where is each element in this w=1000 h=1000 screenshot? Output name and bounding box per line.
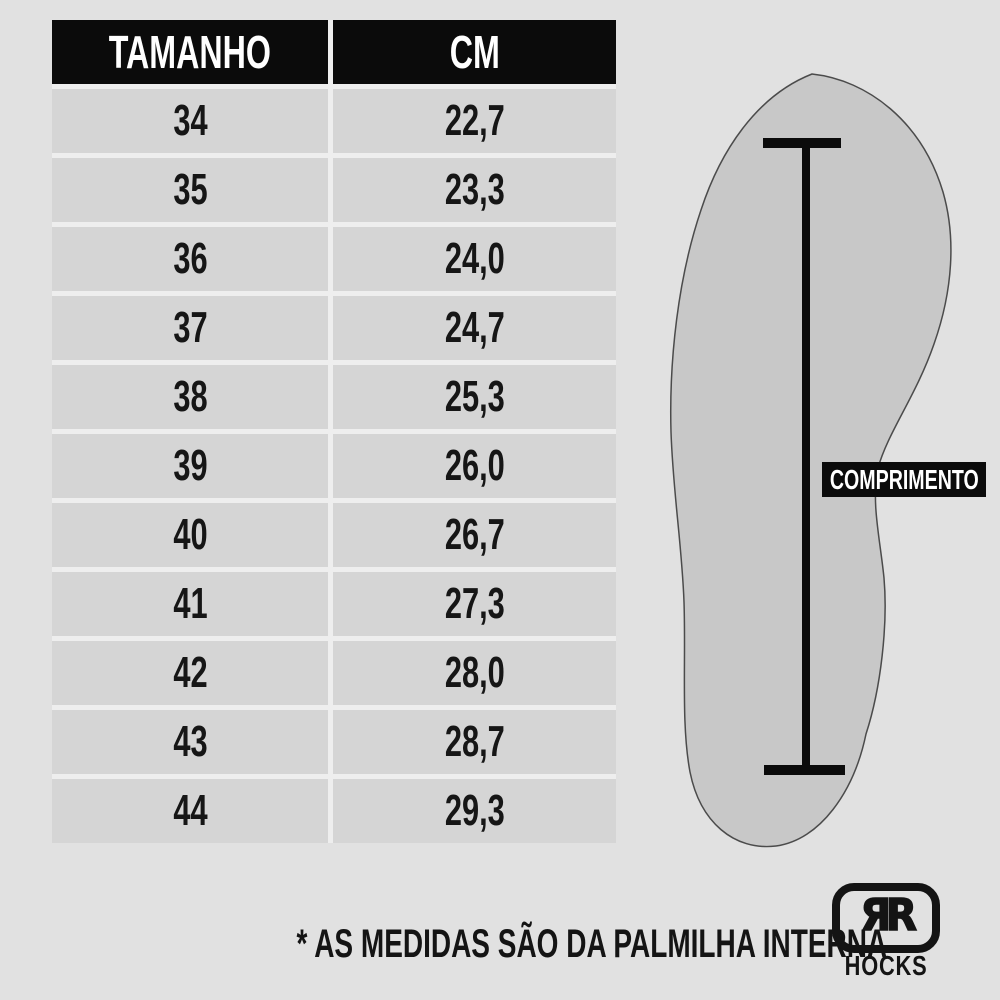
- cell-value: 43: [172, 717, 208, 766]
- table-cell-size: 40: [52, 503, 328, 567]
- table-cell-cm: 28,0: [333, 641, 616, 705]
- brand-name: HOCKS: [826, 950, 946, 982]
- table-cell-size: 43: [52, 710, 328, 774]
- table-cell-cm: 29,3: [333, 779, 616, 843]
- comprimento-label-text: COMPRIMENTO: [829, 463, 979, 495]
- cell-value: 34: [172, 96, 208, 145]
- table-cell-cm: 26,0: [333, 434, 616, 498]
- cell-value: 42: [172, 648, 208, 697]
- table-cell-size: 41: [52, 572, 328, 636]
- footnote-text: * AS MEDIDAS SÃO DA PALMILHA INTERNA: [296, 922, 888, 966]
- cell-value: 29,3: [444, 786, 505, 835]
- footnote: * AS MEDIDAS SÃO DA PALMILHA INTERNA: [170, 922, 888, 967]
- header-label: TAMANHO: [108, 26, 272, 78]
- header-label: CM: [449, 26, 500, 78]
- table-cell-size: 38: [52, 365, 328, 429]
- cell-value: 26,7: [444, 510, 505, 559]
- size-table: TAMANHO CM 34 22,7 35 23,3 36 24,0 37 24…: [52, 20, 616, 843]
- table-cell-size: 39: [52, 434, 328, 498]
- cell-value: 39: [172, 441, 208, 490]
- table-cell-cm: 25,3: [333, 365, 616, 429]
- cell-value: 40: [172, 510, 208, 559]
- table-cell-cm: 28,7: [333, 710, 616, 774]
- cell-value: 44: [172, 786, 208, 835]
- table-cell-size: 37: [52, 296, 328, 360]
- hocks-logo: ЯR: [832, 883, 940, 953]
- cell-value: 26,0: [444, 441, 505, 490]
- table-cell-cm: 26,7: [333, 503, 616, 567]
- cell-value: 41: [172, 579, 208, 628]
- table-cell-size: 34: [52, 89, 328, 153]
- table-cell-size: 35: [52, 158, 328, 222]
- table-header-tamanho: TAMANHO: [52, 20, 328, 84]
- cell-value: 24,0: [444, 234, 505, 283]
- brand-name-text: HOCKS: [844, 950, 928, 981]
- table-cell-cm: 24,7: [333, 296, 616, 360]
- cell-value: 23,3: [444, 165, 505, 214]
- table-cell-size: 36: [52, 227, 328, 291]
- table-cell-size: 44: [52, 779, 328, 843]
- cell-value: 35: [172, 165, 208, 214]
- table-cell-cm: 23,3: [333, 158, 616, 222]
- cell-value: 38: [172, 372, 208, 421]
- table-cell-cm: 27,3: [333, 572, 616, 636]
- cell-value: 22,7: [444, 96, 505, 145]
- cell-value: 37: [172, 303, 208, 352]
- comprimento-label: COMPRIMENTO: [822, 462, 986, 497]
- insole-diagram: [670, 73, 952, 848]
- cell-value: 28,0: [444, 648, 505, 697]
- table-cell-cm: 22,7: [333, 89, 616, 153]
- hocks-logo-mark-icon: ЯR: [860, 890, 918, 941]
- cell-value: 27,3: [444, 579, 505, 628]
- cell-value: 24,7: [444, 303, 505, 352]
- insole-outline: [670, 73, 952, 848]
- cell-value: 36: [172, 234, 208, 283]
- cell-value: 28,7: [444, 717, 505, 766]
- table-cell-size: 42: [52, 641, 328, 705]
- table-cell-cm: 24,0: [333, 227, 616, 291]
- cell-value: 25,3: [444, 372, 505, 421]
- table-header-cm: CM: [333, 20, 616, 84]
